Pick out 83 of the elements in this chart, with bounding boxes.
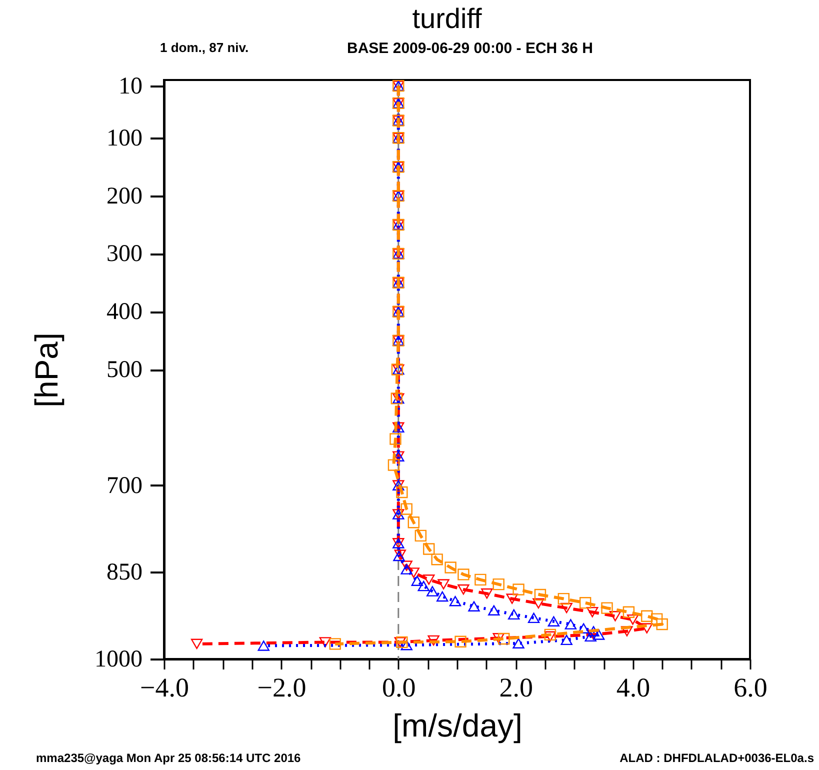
point: [656, 618, 668, 630]
point: [548, 616, 560, 627]
point: [492, 633, 504, 644]
x-axis-title: [m/s/day]: [392, 708, 522, 744]
point: [400, 564, 412, 574]
point: [528, 612, 540, 624]
point: [258, 640, 270, 651]
point: [454, 636, 466, 648]
x-tick-label: 4.0: [616, 672, 650, 702]
point: [400, 503, 412, 515]
point: [560, 634, 572, 646]
y-tick-label: 10: [118, 73, 142, 100]
point: [474, 574, 486, 586]
point: [426, 586, 438, 596]
point: [560, 602, 572, 614]
y-tick-label: 1000: [94, 646, 142, 672]
point: [506, 594, 518, 604]
point: [468, 601, 480, 612]
point: [418, 580, 430, 592]
point: [534, 588, 546, 601]
point: [488, 605, 500, 616]
point: [423, 574, 435, 585]
point: [444, 562, 456, 574]
y-tick-label: 500: [106, 357, 142, 383]
point: [579, 596, 592, 609]
point: [578, 623, 590, 634]
point: [498, 632, 510, 645]
x-tick-label: −2.0: [257, 672, 306, 702]
point: [428, 635, 440, 646]
point: [423, 543, 435, 555]
point: [408, 568, 420, 578]
point: [436, 591, 448, 602]
point: [400, 640, 412, 650]
point: [601, 602, 613, 614]
chart-subtitle: BASE 2009-06-29 00:00 - ECH 36 H: [347, 40, 593, 57]
x-tick-label: 2.0: [499, 672, 533, 702]
point: [438, 579, 450, 590]
point: [592, 630, 605, 640]
y-tick-label: 400: [106, 299, 142, 326]
point: [544, 631, 556, 642]
y-tick-label: 700: [106, 472, 142, 499]
point: [492, 578, 504, 590]
point: [641, 610, 653, 622]
point: [329, 638, 341, 650]
point: [558, 592, 570, 605]
point: [622, 606, 635, 618]
point: [641, 623, 653, 634]
point: [411, 576, 423, 586]
point: [408, 516, 420, 528]
point: [626, 614, 639, 625]
y-tick-label: 200: [106, 183, 142, 210]
point: [319, 637, 331, 648]
point: [414, 530, 427, 542]
point: [431, 554, 443, 566]
point: [586, 606, 598, 618]
point: [458, 568, 470, 580]
point: [388, 459, 400, 471]
point: [508, 609, 520, 620]
point: [544, 628, 556, 641]
x-tick-label: −4.0: [140, 672, 189, 702]
y-tick-label: 300: [106, 241, 142, 268]
point: [449, 596, 462, 606]
x-tick-label: 6.0: [734, 672, 768, 702]
point: [458, 584, 470, 595]
point: [512, 638, 524, 649]
y-tick-label: 100: [106, 125, 142, 152]
point: [609, 611, 622, 622]
y-tick-label: 850: [106, 560, 142, 586]
text: 1 dom., 87 niv.: [160, 40, 249, 55]
point: [400, 560, 412, 571]
point: [481, 588, 493, 599]
point: [396, 486, 408, 498]
point: [190, 638, 203, 650]
x-tick-label: 0.0: [382, 672, 416, 702]
point: [564, 619, 577, 630]
point: [390, 433, 402, 445]
point: [532, 598, 544, 609]
text: mma235@yaga Mon Apr 25 08:56:14 UTC 2016: [36, 751, 302, 765]
chart-title: turdiff: [412, 3, 482, 34]
y-axis-title: [hPa]: [28, 332, 64, 408]
text: ALAD : DHFDLALAD+0036-EL0a.s: [620, 751, 814, 765]
point: [512, 584, 524, 596]
point: [584, 631, 596, 642]
